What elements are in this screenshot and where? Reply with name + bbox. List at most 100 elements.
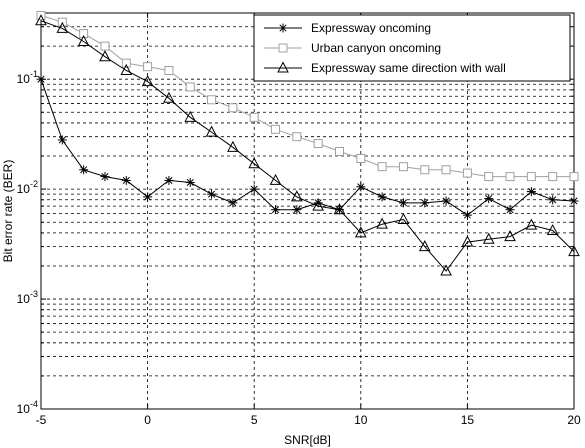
data-point-star	[398, 198, 408, 208]
data-point-triangle	[269, 173, 282, 185]
data-point-star	[420, 198, 430, 208]
data-point-square	[356, 153, 366, 163]
data-point-triangle	[525, 218, 538, 230]
data-point-star	[292, 205, 302, 215]
data-point-square	[420, 165, 430, 175]
data-point-star	[548, 195, 558, 205]
data-point-triangle	[440, 264, 452, 276]
data-point-star	[462, 210, 472, 220]
data-point-star	[271, 205, 281, 215]
data-point-square	[569, 172, 579, 182]
data-point-square	[164, 65, 174, 75]
x-tick-label: -5	[36, 413, 47, 427]
data-point-square	[313, 139, 323, 149]
data-point-star	[249, 184, 259, 194]
data-point-triangle	[35, 14, 47, 26]
y-tick-label: 10-2	[17, 179, 38, 196]
legend-label: Expressway same direction with wall	[311, 61, 506, 75]
data-point-star	[164, 175, 174, 185]
data-point-star	[356, 182, 366, 192]
data-point-star	[441, 196, 451, 206]
legend: Expressway oncoming Urban canyon oncoming…	[253, 14, 571, 82]
y-tick-label: 10-4	[17, 399, 38, 416]
data-point-square	[271, 124, 281, 134]
data-point-triangle	[99, 50, 111, 62]
data-point-triangle	[376, 217, 388, 229]
data-point-triangle	[56, 21, 69, 33]
data-point-triangle	[141, 75, 154, 87]
data-point-triangle	[291, 190, 303, 202]
data-point-star	[526, 187, 536, 197]
data-point-triangle	[120, 63, 133, 75]
data-point-triangle	[277, 61, 289, 73]
data-point-star	[100, 172, 110, 182]
data-point-square	[228, 103, 238, 113]
data-point-triangle	[205, 125, 218, 137]
data-point-triangle	[418, 240, 431, 252]
data-point-star	[185, 177, 195, 187]
data-point-square	[278, 43, 288, 53]
data-point-triangle	[184, 110, 197, 122]
data-point-square	[526, 172, 536, 182]
plot-frame	[40, 12, 575, 410]
data-point-square	[185, 82, 195, 92]
data-point-square	[143, 62, 153, 72]
x-tick-label: 10	[354, 413, 368, 427]
data-point-triangle	[227, 140, 239, 152]
data-point-star	[484, 194, 494, 204]
y-tick-label: 10-3	[17, 289, 38, 306]
x-tick-label: 0	[144, 413, 151, 427]
data-point-square	[484, 172, 494, 182]
data-point-triangle	[354, 226, 367, 238]
data-point-star	[79, 165, 89, 175]
legend-item: Expressway same direction with wall	[264, 61, 506, 75]
legend-item: Urban canyon oncoming	[264, 41, 441, 55]
data-point-triangle	[163, 91, 175, 103]
data-point-triangle	[248, 157, 261, 169]
data-point-triangle	[461, 235, 474, 247]
legend-label: Expressway oncoming	[311, 21, 431, 35]
data-point-square	[79, 29, 89, 39]
data-point-triangle	[333, 203, 346, 215]
data-point-square	[334, 146, 344, 156]
data-point-star	[228, 198, 238, 208]
data-point-star	[569, 196, 579, 206]
data-point-square	[441, 165, 451, 175]
data-point-triangle	[504, 230, 516, 242]
x-tick-label: 5	[251, 413, 258, 427]
series-group	[35, 10, 580, 276]
data-point-square	[249, 112, 259, 122]
legend-label: Urban canyon oncoming	[311, 41, 441, 55]
data-point-star	[36, 74, 46, 84]
series-line	[40, 79, 575, 216]
data-point-star	[57, 135, 67, 145]
data-point-triangle	[482, 232, 495, 244]
data-point-square	[398, 162, 408, 172]
data-point-triangle	[546, 223, 559, 236]
data-point-triangle	[312, 199, 324, 211]
data-point-star	[207, 189, 217, 199]
data-point-square	[377, 162, 387, 172]
legend-box	[253, 14, 571, 82]
legend-item: Expressway oncoming	[264, 21, 431, 35]
data-point-star	[505, 205, 515, 215]
series-3	[35, 14, 580, 276]
x-tick-label: 20	[567, 413, 581, 427]
y-tick-label: 10-1	[17, 69, 38, 86]
data-point-triangle	[568, 245, 580, 257]
data-point-square	[207, 95, 217, 105]
data-point-square	[505, 172, 515, 182]
x-axis-label: SNR[dB]	[284, 433, 331, 447]
data-point-square	[100, 41, 110, 51]
data-point-square	[548, 172, 558, 182]
data-point-star	[278, 23, 288, 33]
data-point-square	[462, 168, 472, 178]
data-point-star	[121, 175, 131, 185]
x-tick-label: 15	[461, 413, 475, 427]
data-point-triangle	[77, 34, 90, 47]
series-1	[36, 74, 579, 220]
data-point-triangle	[397, 212, 410, 224]
data-point-square	[121, 58, 131, 68]
data-point-star	[143, 192, 153, 202]
